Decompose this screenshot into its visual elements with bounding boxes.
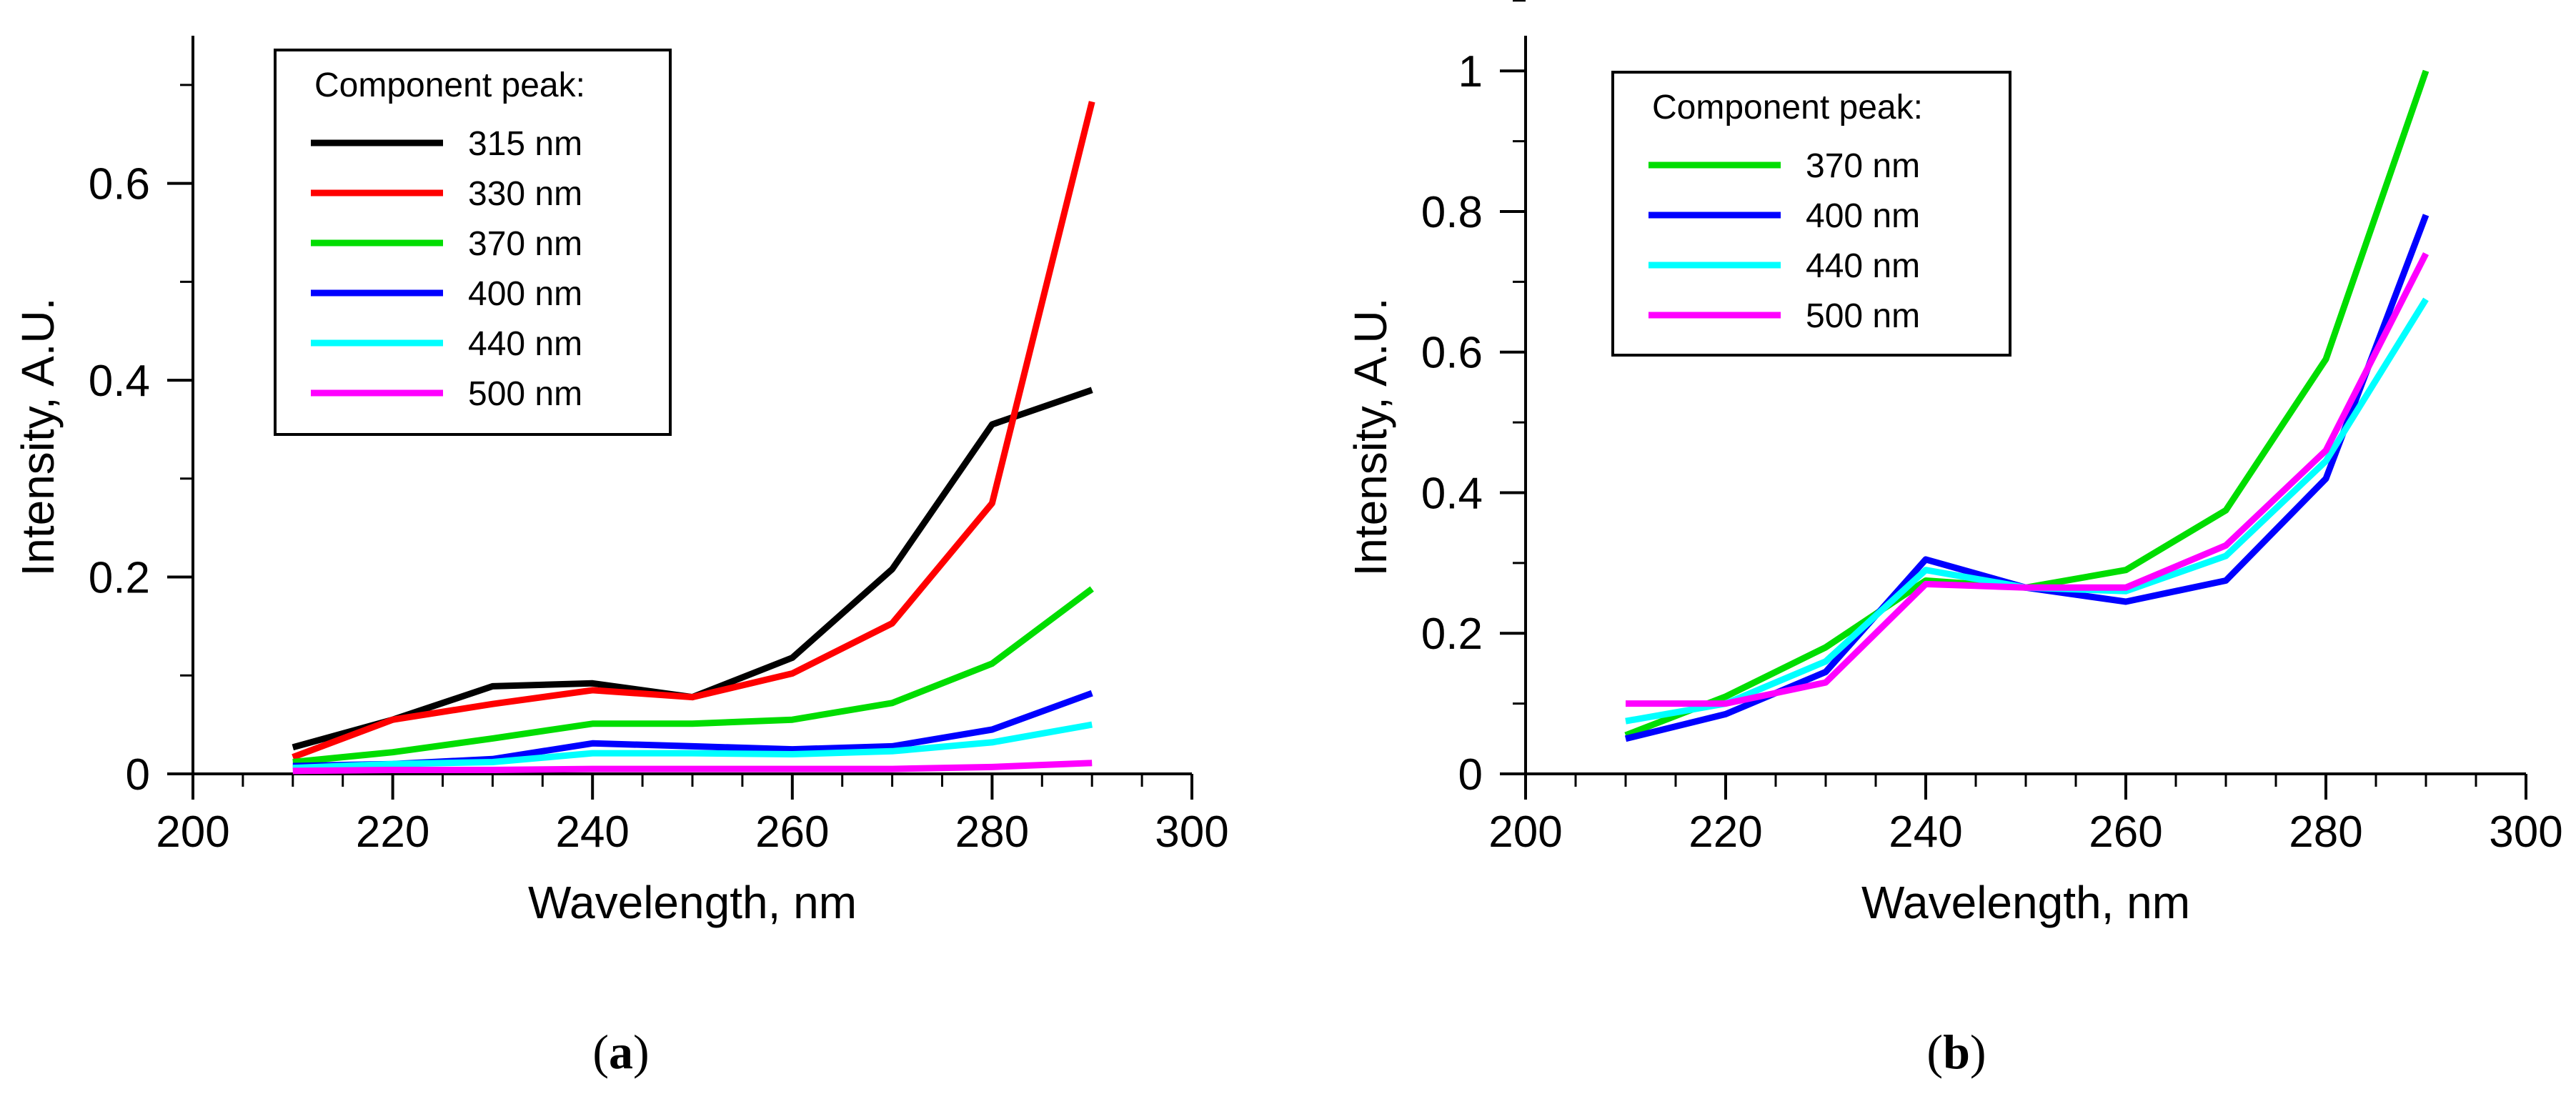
series-line-440-nm	[1625, 297, 2429, 725]
legend-entry: 440 nm	[1806, 247, 1920, 285]
y-axis-label: Intensity, A.U.	[1345, 297, 1396, 576]
series-line-500-nm	[292, 760, 1093, 775]
x-tick-label: 300	[1155, 807, 1228, 857]
series-line-330-nm	[292, 101, 1095, 760]
x-axis-label: Wavelength, nm	[528, 877, 857, 928]
x-axis-label: Wavelength, nm	[1861, 877, 2190, 928]
legend-entry: 330 nm	[468, 175, 582, 213]
series-line-315-nm	[292, 387, 1093, 751]
y-tick-label: 0.2	[89, 554, 150, 603]
legend-entry: 400 nm	[468, 275, 582, 313]
x-tick-label: 200	[156, 807, 229, 857]
y-tick-label: 1	[1458, 47, 1483, 96]
legend-entry: 315 nm	[468, 125, 582, 163]
x-tick-label: 280	[955, 807, 1029, 857]
x-tick-label: 200	[1488, 807, 1562, 857]
series-line-500-nm	[1626, 252, 2430, 707]
legend-entry: 370 nm	[1806, 147, 1920, 185]
y-tick-label: 0.2	[1421, 610, 1483, 659]
chart-b: 200 220 240 260 280 300 0 0.2 0.4 0.6 0.8 1 Waveleng…	[1345, 0, 2563, 1079]
y-axis-label: Intensity, A.U.	[12, 297, 64, 576]
y-tick-label: 0.4	[1421, 469, 1483, 518]
legend-title: Component peak:	[1652, 89, 1923, 126]
x-tick-label: 240	[1889, 807, 1962, 857]
panel-label-letter: a	[609, 1025, 633, 1079]
x-tick-label: 240	[555, 807, 629, 857]
series-line-370-nm	[292, 586, 1094, 765]
panel-label: (b)	[1926, 1025, 1986, 1079]
x-tick-label: 220	[356, 807, 429, 857]
y-tick-label: 0.4	[89, 357, 150, 406]
legend-title: Component peak:	[314, 66, 585, 104]
panel-label-letter: b	[1943, 1025, 1970, 1079]
chart-a: 200 220 240 260 280 300 0 0.2 0.4 0.6 Wavelength, …	[12, 36, 1229, 1079]
series-line-440-nm	[292, 721, 1093, 772]
x-tick-label: 260	[2089, 807, 2162, 857]
legend-entry: 500 nm	[468, 375, 582, 413]
y-tick-label: 0.8	[1421, 188, 1483, 237]
panel-label: (a)	[592, 1025, 649, 1079]
y-tick-label: 0.6	[89, 160, 150, 209]
x-tick-label: 300	[2489, 807, 2562, 857]
legend-entry: 500 nm	[1806, 297, 1920, 335]
x-tick-label: 260	[755, 807, 829, 857]
y-tick-label: 0	[1458, 750, 1483, 800]
x-tick-label: 280	[2289, 807, 2362, 857]
legend-entry: 440 nm	[468, 325, 582, 363]
legend-entry: 370 nm	[468, 225, 582, 263]
y-tick-label: 0.6	[1421, 329, 1483, 378]
x-tick-label: 220	[1689, 807, 1762, 857]
y-tick-label: 0	[126, 750, 150, 800]
legend-entry: 400 nm	[1806, 197, 1920, 235]
